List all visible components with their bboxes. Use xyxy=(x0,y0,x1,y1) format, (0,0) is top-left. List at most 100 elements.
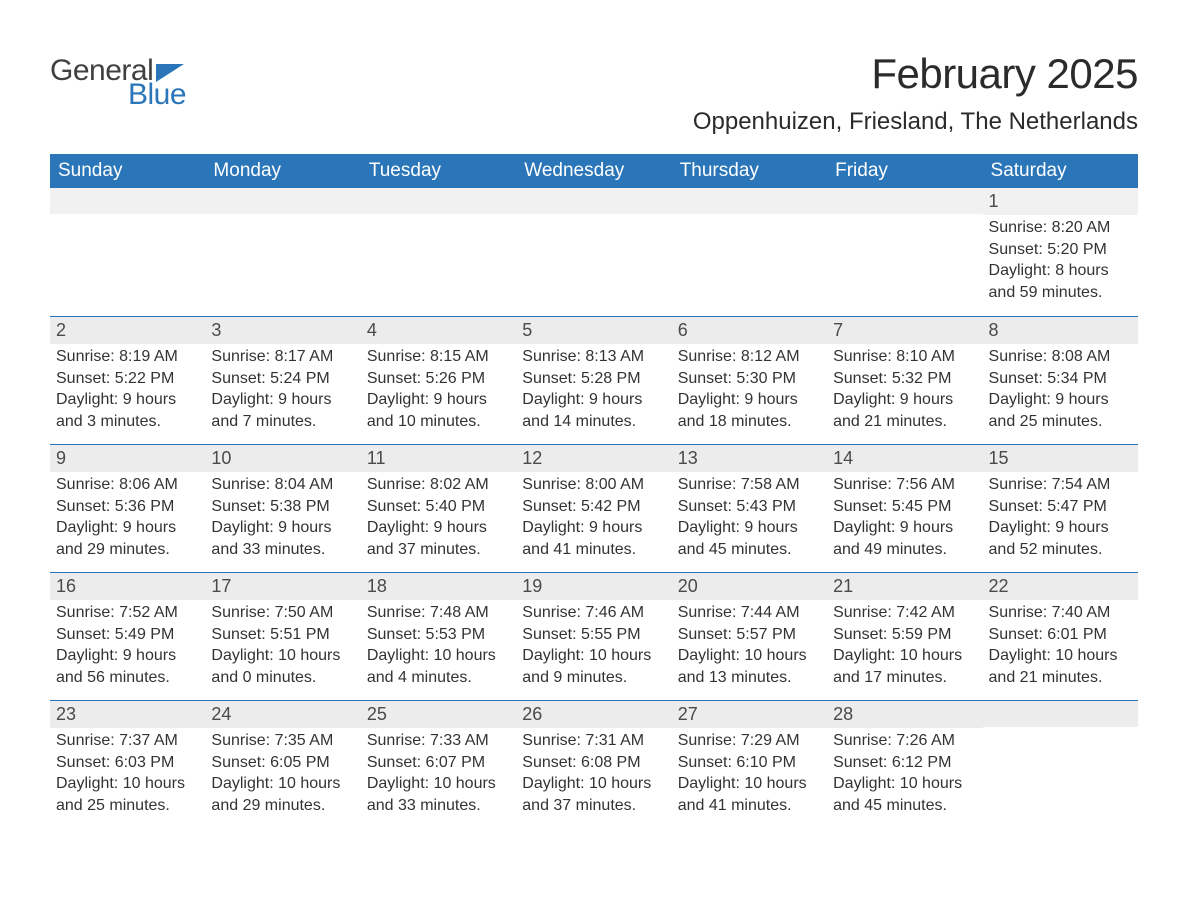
day-cell: 26Sunrise: 7:31 AMSunset: 6:08 PMDayligh… xyxy=(516,701,671,828)
day-body: Sunrise: 7:37 AMSunset: 6:03 PMDaylight:… xyxy=(50,728,205,824)
day-sunrise: Sunrise: 7:37 AM xyxy=(56,730,199,752)
day-daylight-a: Daylight: 10 hours xyxy=(56,773,199,795)
day-body: Sunrise: 7:50 AMSunset: 5:51 PMDaylight:… xyxy=(205,600,360,696)
day-daylight-b: and 29 minutes. xyxy=(56,539,199,561)
brand-word-blue: Blue xyxy=(128,78,186,112)
dow-monday: Monday xyxy=(205,154,360,188)
day-sunrise: Sunrise: 8:08 AM xyxy=(989,346,1132,368)
day-sunrise: Sunrise: 7:26 AM xyxy=(833,730,976,752)
day-sunrise: Sunrise: 8:00 AM xyxy=(522,474,665,496)
day-daylight-a: Daylight: 10 hours xyxy=(367,773,510,795)
day-number: 17 xyxy=(205,573,360,600)
day-cell: 2Sunrise: 8:19 AMSunset: 5:22 PMDaylight… xyxy=(50,317,205,444)
day-daylight-a: Daylight: 9 hours xyxy=(522,517,665,539)
day-number: 28 xyxy=(827,701,982,728)
day-cell: 16Sunrise: 7:52 AMSunset: 5:49 PMDayligh… xyxy=(50,573,205,700)
day-body: Sunrise: 8:15 AMSunset: 5:26 PMDaylight:… xyxy=(361,344,516,440)
day-number: 20 xyxy=(672,573,827,600)
day-number: 10 xyxy=(205,445,360,472)
day-number: 14 xyxy=(827,445,982,472)
day-number: 22 xyxy=(983,573,1138,600)
day-daylight-b: and 10 minutes. xyxy=(367,411,510,433)
day-sunrise: Sunrise: 7:29 AM xyxy=(678,730,821,752)
day-cell: 21Sunrise: 7:42 AMSunset: 5:59 PMDayligh… xyxy=(827,573,982,700)
day-sunset: Sunset: 6:10 PM xyxy=(678,752,821,774)
day-cell: 13Sunrise: 7:58 AMSunset: 5:43 PMDayligh… xyxy=(672,445,827,572)
day-number-empty xyxy=(205,188,360,214)
day-number: 24 xyxy=(205,701,360,728)
day-sunset: Sunset: 6:01 PM xyxy=(989,624,1132,646)
day-sunset: Sunset: 5:40 PM xyxy=(367,496,510,518)
day-sunrise: Sunrise: 8:20 AM xyxy=(989,217,1132,239)
day-daylight-b: and 4 minutes. xyxy=(367,667,510,689)
day-sunrise: Sunrise: 7:52 AM xyxy=(56,602,199,624)
day-cell: 7Sunrise: 8:10 AMSunset: 5:32 PMDaylight… xyxy=(827,317,982,444)
day-daylight-a: Daylight: 10 hours xyxy=(522,773,665,795)
day-daylight-b: and 33 minutes. xyxy=(367,795,510,817)
day-body: Sunrise: 7:26 AMSunset: 6:12 PMDaylight:… xyxy=(827,728,982,824)
day-cell: 1Sunrise: 8:20 AMSunset: 5:20 PMDaylight… xyxy=(983,188,1138,316)
dow-friday: Friday xyxy=(827,154,982,188)
day-daylight-b: and 18 minutes. xyxy=(678,411,821,433)
day-cell: 25Sunrise: 7:33 AMSunset: 6:07 PMDayligh… xyxy=(361,701,516,828)
day-number: 23 xyxy=(50,701,205,728)
day-sunset: Sunset: 5:45 PM xyxy=(833,496,976,518)
day-sunrise: Sunrise: 8:02 AM xyxy=(367,474,510,496)
days-of-week-header: Sunday Monday Tuesday Wednesday Thursday… xyxy=(50,154,1138,188)
day-number: 6 xyxy=(672,317,827,344)
day-number: 3 xyxy=(205,317,360,344)
day-body: Sunrise: 7:46 AMSunset: 5:55 PMDaylight:… xyxy=(516,600,671,696)
day-sunrise: Sunrise: 8:13 AM xyxy=(522,346,665,368)
day-sunrise: Sunrise: 8:10 AM xyxy=(833,346,976,368)
day-number: 15 xyxy=(983,445,1138,472)
day-sunrise: Sunrise: 7:31 AM xyxy=(522,730,665,752)
day-daylight-a: Daylight: 8 hours xyxy=(989,260,1132,282)
day-sunrise: Sunrise: 7:56 AM xyxy=(833,474,976,496)
day-sunset: Sunset: 5:30 PM xyxy=(678,368,821,390)
day-daylight-a: Daylight: 9 hours xyxy=(833,389,976,411)
day-sunset: Sunset: 5:20 PM xyxy=(989,239,1132,261)
day-sunrise: Sunrise: 8:04 AM xyxy=(211,474,354,496)
day-sunset: Sunset: 6:07 PM xyxy=(367,752,510,774)
day-body: Sunrise: 7:58 AMSunset: 5:43 PMDaylight:… xyxy=(672,472,827,568)
day-sunset: Sunset: 5:22 PM xyxy=(56,368,199,390)
day-sunset: Sunset: 5:53 PM xyxy=(367,624,510,646)
day-sunset: Sunset: 5:55 PM xyxy=(522,624,665,646)
day-sunset: Sunset: 5:28 PM xyxy=(522,368,665,390)
day-body: Sunrise: 7:48 AMSunset: 5:53 PMDaylight:… xyxy=(361,600,516,696)
day-sunrise: Sunrise: 8:17 AM xyxy=(211,346,354,368)
day-body: Sunrise: 7:54 AMSunset: 5:47 PMDaylight:… xyxy=(983,472,1138,568)
day-daylight-a: Daylight: 10 hours xyxy=(211,645,354,667)
day-number: 8 xyxy=(983,317,1138,344)
day-number-empty xyxy=(516,188,671,214)
day-daylight-b: and 37 minutes. xyxy=(367,539,510,561)
day-number-empty xyxy=(50,188,205,214)
day-body: Sunrise: 8:17 AMSunset: 5:24 PMDaylight:… xyxy=(205,344,360,440)
day-sunrise: Sunrise: 8:19 AM xyxy=(56,346,199,368)
dow-wednesday: Wednesday xyxy=(516,154,671,188)
day-daylight-b: and 0 minutes. xyxy=(211,667,354,689)
day-body: Sunrise: 7:52 AMSunset: 5:49 PMDaylight:… xyxy=(50,600,205,696)
day-daylight-b: and 25 minutes. xyxy=(989,411,1132,433)
day-number-empty xyxy=(983,701,1138,727)
header: General Blue February 2025 Oppenhuizen, … xyxy=(50,50,1138,136)
day-daylight-a: Daylight: 9 hours xyxy=(367,517,510,539)
day-cell: 3Sunrise: 8:17 AMSunset: 5:24 PMDaylight… xyxy=(205,317,360,444)
day-body: Sunrise: 8:02 AMSunset: 5:40 PMDaylight:… xyxy=(361,472,516,568)
day-sunset: Sunset: 5:32 PM xyxy=(833,368,976,390)
day-number: 1 xyxy=(983,188,1138,215)
day-daylight-a: Daylight: 10 hours xyxy=(678,645,821,667)
day-cell: 5Sunrise: 8:13 AMSunset: 5:28 PMDaylight… xyxy=(516,317,671,444)
day-cell: 17Sunrise: 7:50 AMSunset: 5:51 PMDayligh… xyxy=(205,573,360,700)
day-number: 25 xyxy=(361,701,516,728)
dow-tuesday: Tuesday xyxy=(361,154,516,188)
day-body: Sunrise: 7:42 AMSunset: 5:59 PMDaylight:… xyxy=(827,600,982,696)
day-daylight-b: and 59 minutes. xyxy=(989,282,1132,304)
day-number-empty xyxy=(672,188,827,214)
day-daylight-b: and 25 minutes. xyxy=(56,795,199,817)
day-sunset: Sunset: 5:59 PM xyxy=(833,624,976,646)
day-daylight-a: Daylight: 9 hours xyxy=(56,389,199,411)
day-sunset: Sunset: 5:57 PM xyxy=(678,624,821,646)
day-body: Sunrise: 7:29 AMSunset: 6:10 PMDaylight:… xyxy=(672,728,827,824)
day-daylight-a: Daylight: 9 hours xyxy=(56,517,199,539)
